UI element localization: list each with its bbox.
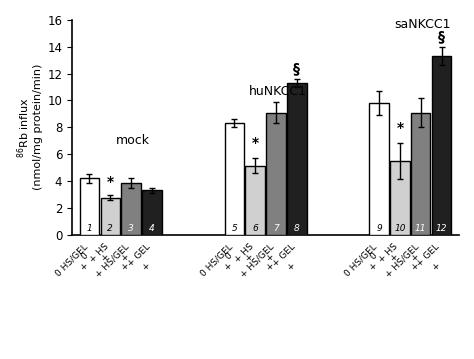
Text: 12: 12 [436,224,447,233]
Bar [411,113,430,235]
Text: 0 HS/GEL: 0 HS/GEL [54,242,90,278]
Text: +: + [388,251,400,263]
Text: 6: 6 [252,224,258,233]
Bar [287,83,307,235]
Text: 5: 5 [231,224,237,233]
Bar [100,198,120,235]
Text: + HS: + HS [88,242,110,265]
Bar [142,190,162,235]
Text: +: + [430,260,442,272]
Text: +: + [264,251,276,263]
Text: huNKCC1: huNKCC1 [249,85,307,98]
Y-axis label: $^{86}$Rb influx
(nmol/mg protein/min): $^{86}$Rb influx (nmol/mg protein/min) [15,64,43,191]
Text: 8: 8 [294,224,300,233]
Text: 7: 7 [273,224,279,233]
Text: +: + [140,260,152,272]
Text: 4: 4 [149,224,155,233]
Bar [80,178,99,235]
Text: + GEL: + GEL [126,242,152,269]
Text: +: + [285,260,297,272]
Bar [266,113,286,235]
Text: +: + [244,251,255,263]
Text: +: + [409,260,421,272]
Text: +: + [119,251,131,263]
Text: + HS/GEL: + HS/GEL [383,242,421,279]
Text: 2: 2 [108,224,113,233]
Text: *: * [107,175,114,189]
Text: + HS: + HS [377,242,400,265]
Bar [390,161,410,235]
Text: + GEL: + GEL [415,242,442,269]
Bar [246,165,265,235]
Text: + HS: + HS [233,242,255,265]
Text: +: + [264,260,276,272]
Text: §: § [293,61,301,75]
Text: +: + [119,260,131,272]
Text: + HS/GEL: + HS/GEL [239,242,276,279]
Text: +: + [367,260,379,272]
Text: 11: 11 [415,224,427,233]
Text: + GEL: + GEL [271,242,297,269]
Text: +: + [78,260,90,272]
Text: 10: 10 [394,224,406,233]
Text: 1: 1 [87,224,92,233]
Text: mock: mock [116,134,150,148]
Bar [121,183,141,235]
Text: 0: 0 [79,251,90,262]
Bar [369,103,389,235]
Bar [432,56,451,235]
Text: +: + [409,251,421,263]
Text: *: * [396,121,403,135]
Text: +: + [99,251,110,263]
Text: 0: 0 [224,251,234,262]
Bar [225,123,244,235]
Text: §: § [438,29,445,43]
Text: +: + [223,260,234,272]
Text: *: * [252,136,259,150]
Text: + HS/GEL: + HS/GEL [94,242,131,279]
Text: saNKCC1: saNKCC1 [394,18,451,31]
Text: 9: 9 [376,224,382,233]
Text: 0 HS/GEL: 0 HS/GEL [199,242,234,278]
Text: 0 HS/GEL: 0 HS/GEL [343,242,379,278]
Text: 0: 0 [369,251,379,262]
Text: 3: 3 [128,224,134,233]
